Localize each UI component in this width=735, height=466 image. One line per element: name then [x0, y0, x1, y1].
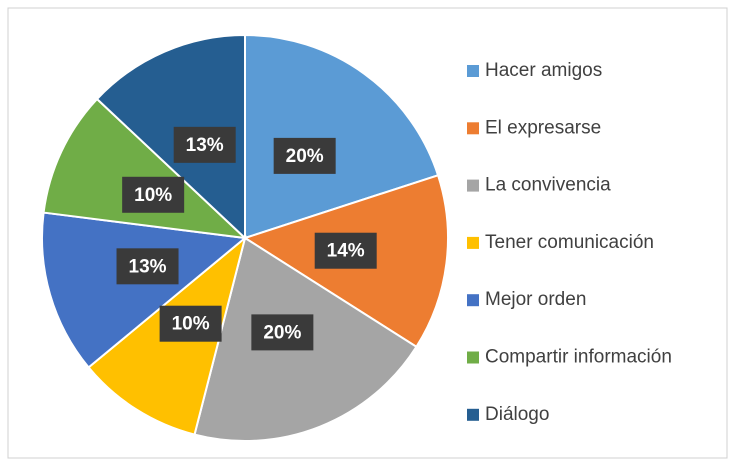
value-label: 20% — [263, 322, 301, 343]
legend-marker — [467, 65, 479, 77]
legend-label: Mejor orden — [485, 289, 586, 310]
legend-label: La convivencia — [485, 175, 611, 196]
legend-marker — [467, 122, 479, 135]
legend-label: Diálogo — [485, 404, 549, 425]
value-label: 14% — [327, 241, 365, 262]
legend-label: El expresarse — [485, 117, 601, 138]
pie-slice — [42, 97, 248, 240]
legend-label: Tener comunicación — [485, 232, 654, 253]
legend-marker — [467, 408, 479, 421]
legend-marker — [467, 179, 479, 192]
value-label-box — [159, 305, 222, 342]
value-label: 10% — [172, 314, 210, 335]
pie-slice — [95, 33, 246, 241]
value-label-box — [116, 248, 179, 285]
value-label: 20% — [286, 146, 324, 167]
legend-marker — [467, 351, 479, 364]
legend-label: Compartir información — [485, 347, 672, 368]
pie-slice — [244, 33, 440, 240]
value-label: 13% — [186, 135, 224, 156]
value-label-box — [173, 126, 236, 163]
legend-marker — [467, 236, 479, 249]
value-label: 10% — [134, 185, 172, 206]
value-label-box — [273, 137, 336, 174]
value-label: 13% — [129, 256, 167, 277]
value-label-box — [251, 314, 314, 351]
legend-marker — [467, 294, 479, 307]
legend-label: Hacer amigos — [485, 60, 602, 81]
pie-slice — [41, 211, 248, 369]
value-label-box — [122, 176, 185, 213]
value-label-box — [314, 232, 377, 269]
